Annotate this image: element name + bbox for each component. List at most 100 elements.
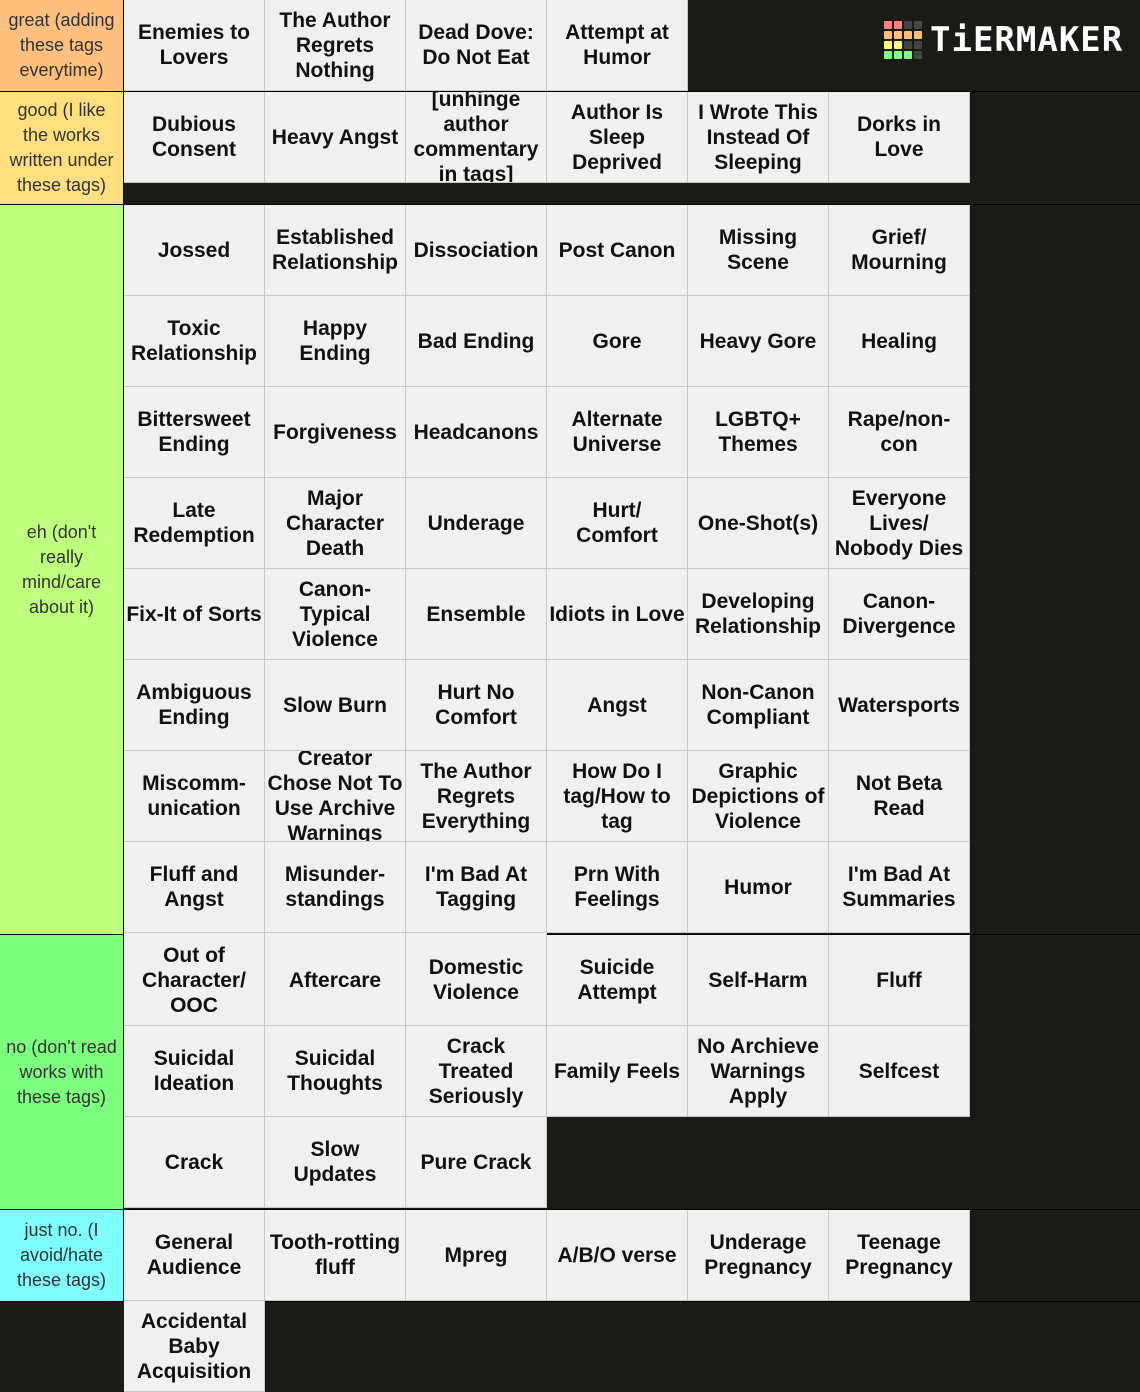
tier-item[interactable]: Fluff [829,935,970,1026]
tier-item[interactable]: Pure Crack [406,1117,547,1208]
tier-item[interactable]: Humor [688,842,829,933]
logo-square [884,21,892,29]
tier-item-label: Out of Character/ OOC [142,943,246,1017]
tier-item-label: Healing [861,329,937,353]
tier-item-label: Selfcest [858,1059,940,1083]
tier-item[interactable]: Dorks in Love [829,92,970,183]
tier-item[interactable]: Domestic Violence [406,935,547,1026]
tier-item[interactable]: Established Relationship [265,205,406,296]
tier-label[interactable]: just no. (I avoid/hate these tags) [0,1210,124,1301]
tier-item[interactable]: Forgiveness [265,387,406,478]
tier-item[interactable]: Non-Canon Compliant [688,660,829,751]
tier-row: just no. (I avoid/hate these tags) Genera… [0,1210,1140,1392]
tier-item[interactable]: Toxic Relationship [124,296,265,387]
tier-row: good (I like the works written under the… [0,92,1140,205]
tier-item[interactable]: Hurt No Comfort [406,660,547,751]
tier-item[interactable]: Rape/non-con [829,387,970,478]
tier-item[interactable]: General Audience [124,1210,265,1301]
tier-item[interactable]: Fix-It of Sorts [124,569,265,660]
tier-item[interactable]: Crack [124,1117,265,1208]
tier-item[interactable]: Crack Treated Seriously [406,1026,547,1117]
tier-item[interactable]: Fluff and Angst [124,842,265,933]
tier-item-label: Heavy Gore [699,329,817,353]
tier-item[interactable]: Teenage Pregnancy [829,1210,970,1301]
tier-item[interactable]: Healing [829,296,970,387]
tier-item[interactable]: Bad Ending [406,296,547,387]
tier-item[interactable]: Tooth-rotting fluff [265,1210,406,1301]
tier-item[interactable]: Developing Relationship [688,569,829,660]
tier-item[interactable]: Selfcest [829,1026,970,1117]
tier-label[interactable]: good (I like the works written under the… [0,92,124,204]
tier-item[interactable]: Enemies to Lovers [124,0,265,91]
tier-item[interactable]: Headcanons [406,387,547,478]
tier-item[interactable]: Dead Dove: Do Not Eat [406,0,547,91]
tier-item[interactable]: Everyone Lives/ Nobody Dies [829,478,970,569]
tier-item[interactable]: Bittersweet Ending [124,387,265,478]
tier-item[interactable]: How Do I tag/How to tag [547,751,688,842]
tier-item[interactable]: Idiots in Love [547,569,688,660]
tier-row: great (adding these tags everytime) Enemi… [0,0,1140,92]
tier-item-label: Missing Scene [718,226,798,274]
tier-item[interactable]: Canon-Typical Violence [265,569,406,660]
tier-item[interactable]: Family Feels [547,1026,688,1117]
tier-item-label: Post Canon [558,238,676,262]
tier-item[interactable]: LGBTQ+ Themes [688,387,829,478]
tier-item[interactable]: I'm Bad At Tagging [406,842,547,933]
tier-item[interactable]: Jossed [124,205,265,296]
tier-item[interactable]: Hurt/ Comfort [547,478,688,569]
tier-item[interactable]: Major Character Death [265,478,406,569]
tier-item[interactable]: Dubious Consent [124,92,265,183]
tier-item[interactable]: Dissociation [406,205,547,296]
tier-item[interactable]: [unhinge author commentary in tags] [406,92,547,183]
tier-item[interactable]: Late Redemption [124,478,265,569]
tier-item[interactable]: Heavy Gore [688,296,829,387]
tier-item[interactable]: Gore [547,296,688,387]
tier-item[interactable]: Accidental Baby Acquisition [124,1301,265,1392]
tier-item[interactable]: Angst [547,660,688,751]
tier-item[interactable]: Canon-Divergence [829,569,970,660]
tier-item[interactable]: The Author Regrets Everything [406,751,547,842]
tier-label[interactable]: eh (don't really mind/care about it) [0,205,124,934]
tier-item[interactable]: Not Beta Read [829,751,970,842]
tier-item[interactable]: Misunder-standings [265,842,406,933]
tier-item[interactable]: One-Shot(s) [688,478,829,569]
tier-item[interactable]: Mpreg [406,1210,547,1301]
tier-item-label: Ambiguous Ending [136,681,252,729]
tier-item[interactable]: Aftercare [265,935,406,1026]
tier-item[interactable]: No Archieve Warnings Apply [688,1026,829,1117]
tier-label[interactable]: no (don't read works with these tags) [0,935,124,1209]
tier-item[interactable]: I'm Bad At Summaries [829,842,970,933]
tier-item[interactable]: Ambiguous Ending [124,660,265,751]
tier-item[interactable]: Suicidal Ideation [124,1026,265,1117]
tier-item[interactable]: Happy Ending [265,296,406,387]
tier-item[interactable]: Underage [406,478,547,569]
tier-item[interactable]: Ensemble [406,569,547,660]
tier-item[interactable]: Post Canon [547,205,688,296]
tier-items: General Audience Tooth-rotting fluff Mpreg… [124,1210,1083,1392]
tier-item-label: I'm Bad At Tagging [424,863,528,911]
tier-item[interactable]: Author Is Sleep Deprived [547,92,688,183]
tier-item[interactable]: Self-Harm [688,935,829,1026]
tier-item[interactable]: Underage Pregnancy [688,1210,829,1301]
tier-item[interactable]: I Wrote This Instead Of Sleeping [688,92,829,183]
tier-item[interactable]: Heavy Angst [265,92,406,183]
tier-item[interactable]: Suicidal Thoughts [265,1026,406,1117]
tier-item[interactable]: Miscomm-unication [124,751,265,842]
tier-item[interactable]: Creator Chose Not To Use Archive Warning… [265,751,406,842]
tier-label[interactable]: great (adding these tags everytime) [0,0,124,91]
tier-item[interactable]: Prn With Feelings [547,842,688,933]
tier-item[interactable]: Alternate Universe [547,387,688,478]
tier-item[interactable]: Slow Burn [265,660,406,751]
tier-item[interactable]: The Author Regrets Nothing [265,0,406,91]
tier-item[interactable]: Out of Character/ OOC [124,935,265,1026]
tier-item-label: Hurt No Comfort [435,681,517,729]
tier-item[interactable]: Suicide Attempt [547,935,688,1026]
tier-item[interactable]: Grief/ Mourning [829,205,970,296]
tier-item[interactable]: Watersports [829,660,970,751]
tier-item[interactable]: Slow Updates [265,1117,406,1208]
tier-item[interactable]: Graphic Depictions of Violence [688,751,829,842]
tier-item[interactable]: Missing Scene [688,205,829,296]
tier-item[interactable]: A/B/O verse [547,1210,688,1301]
tier-item[interactable]: Attempt at Humor [547,0,688,91]
tier-item-label: Humor [724,875,792,899]
